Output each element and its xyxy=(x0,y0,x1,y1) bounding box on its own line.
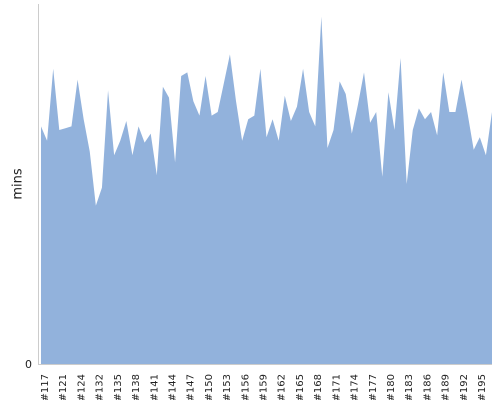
x-tick-label: #135 xyxy=(113,374,124,400)
x-tick-label: #186 xyxy=(422,374,433,400)
x-tick-labels: #117 #121 #124 #132 #135 #138 #141 #144 #147 #150… xyxy=(40,374,488,401)
x-tick-label: #180 xyxy=(386,374,397,400)
x-tick-label: #174 xyxy=(350,374,361,400)
x-tick-label: #189 xyxy=(441,374,452,400)
x-tick-label: #165 xyxy=(295,374,306,400)
x-tick-label: #124 xyxy=(76,374,87,400)
x-tick-label: #153 xyxy=(222,374,233,400)
area-layer xyxy=(41,16,492,364)
x-tick-label: #147 xyxy=(186,374,197,400)
x-tick-label: #144 xyxy=(167,374,178,400)
x-tick-label: #183 xyxy=(404,374,415,400)
y-tick-label: 0 xyxy=(25,358,32,371)
x-tick-label: #156 xyxy=(240,374,251,400)
x-tick-label: #177 xyxy=(368,374,379,400)
y-tick-labels: 0 xyxy=(25,358,32,371)
x-tick-label: #121 xyxy=(58,374,69,400)
y-axis-title: mins xyxy=(11,168,26,200)
x-tick-label: #195 xyxy=(477,374,488,400)
x-tick-label: #159 xyxy=(259,374,270,400)
x-tick-label: #138 xyxy=(131,374,142,400)
x-tick-label: #168 xyxy=(313,374,324,400)
x-tick-label: #171 xyxy=(331,374,342,400)
x-tick-label: #162 xyxy=(277,374,288,400)
x-tick-label: #132 xyxy=(95,374,106,400)
axis-layer xyxy=(38,4,492,365)
x-tick-label: #192 xyxy=(459,374,470,400)
x-tick-label: #117 xyxy=(40,374,51,400)
x-tick-label: #150 xyxy=(204,374,215,400)
x-tick-label: #141 xyxy=(149,374,160,400)
area-series xyxy=(41,16,492,364)
